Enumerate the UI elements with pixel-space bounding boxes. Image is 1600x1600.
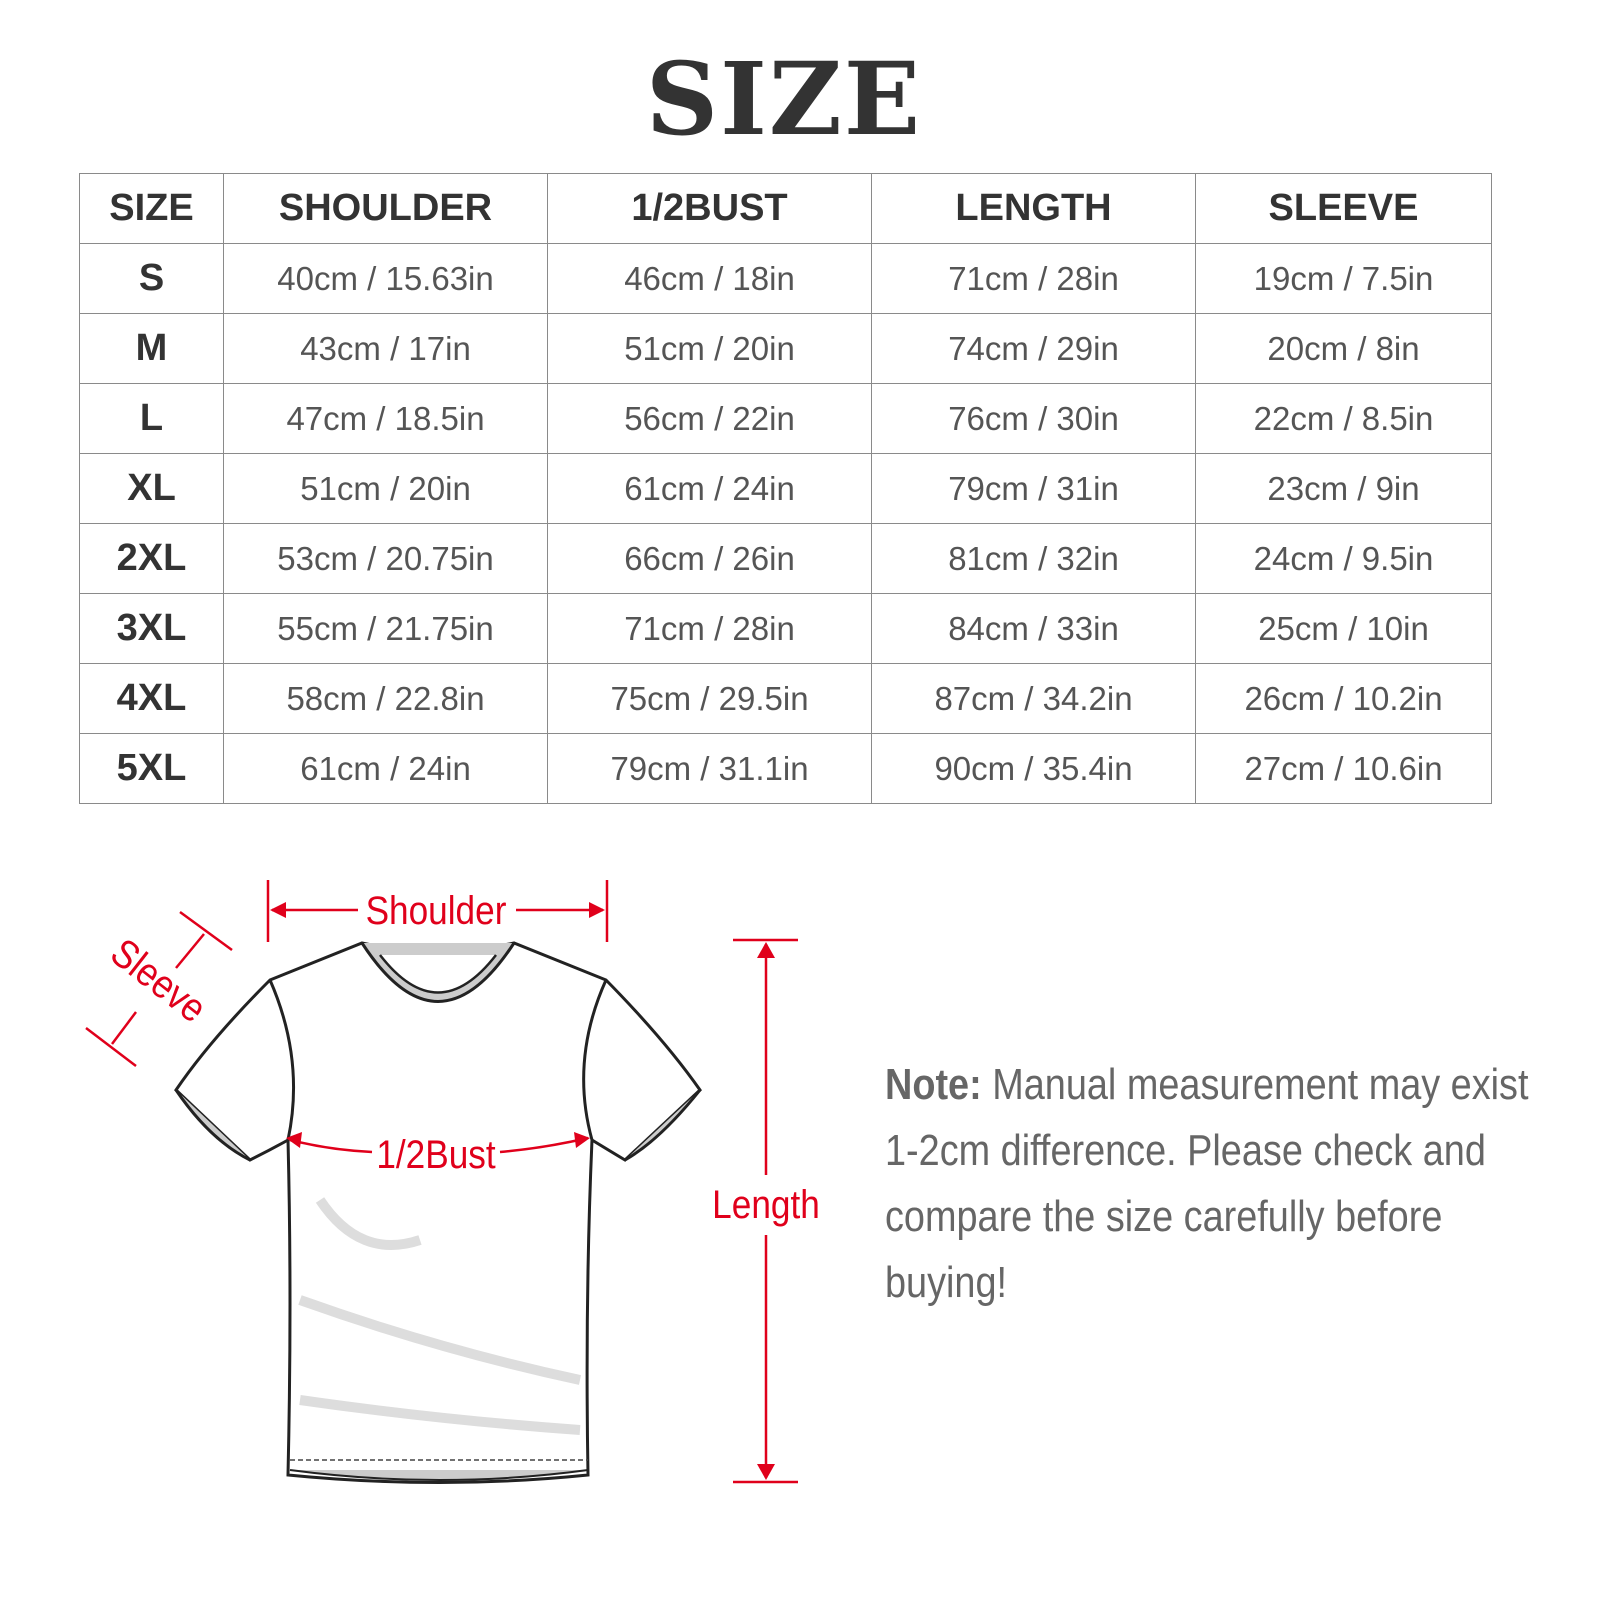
measurement-cell: 90cm / 35.4in (871, 733, 1196, 804)
measurement-cell: 20cm / 8in (1195, 313, 1492, 384)
size-cell: M (79, 313, 224, 384)
measurement-cell: 27cm / 10.6in (1195, 733, 1492, 804)
header-size: SIZE (79, 173, 224, 244)
measurement-cell: 24cm / 9.5in (1195, 523, 1492, 594)
measurement-cell: 87cm / 34.2in (871, 663, 1196, 734)
measurement-cell: 53cm / 20.75in (223, 523, 548, 594)
measurement-cell: 56cm / 22in (547, 383, 872, 454)
measurement-cell: 58cm / 22.8in (223, 663, 548, 734)
sleeve-label: Sleeve (103, 930, 215, 1031)
measurement-cell: 74cm / 29in (871, 313, 1196, 384)
measurement-cell: 46cm / 18in (547, 243, 872, 314)
measurement-cell: 71cm / 28in (871, 243, 1196, 314)
measurement-cell: 71cm / 28in (547, 593, 872, 664)
measurement-cell: 40cm / 15.63in (223, 243, 548, 314)
size-cell: 5XL (79, 733, 224, 804)
measurement-cell: 43cm / 17in (223, 313, 548, 384)
measurement-cell: 76cm / 30in (871, 383, 1196, 454)
measurement-cell: 79cm / 31.1in (547, 733, 872, 804)
measurement-note: Note: Manual measurement may exist 1-2cm… (885, 1052, 1539, 1316)
measurement-cell: 61cm / 24in (547, 453, 872, 524)
size-cell: L (79, 383, 224, 454)
measure-arrows (85, 880, 798, 1484)
measurement-cell: 23cm / 9in (1195, 453, 1492, 524)
measurement-cell: 75cm / 29.5in (547, 663, 872, 734)
header-length: LENGTH (871, 173, 1196, 244)
measurement-cell: 55cm / 21.75in (223, 593, 548, 664)
table-row: M 43cm / 17in 51cm / 20in 74cm / 29in 20cm /… (79, 313, 1492, 384)
table-row: 3XL 55cm / 21.75in 71cm / 28in 84cm / 33in 2… (79, 593, 1492, 664)
size-cell: 4XL (79, 663, 224, 734)
header-bust: 1/2BUST (547, 173, 872, 244)
measurement-cell: 61cm / 24in (223, 733, 548, 804)
measurement-cell: 25cm / 10in (1195, 593, 1492, 664)
shoulder-label: Shoulder (366, 888, 507, 933)
size-cell: 2XL (79, 523, 224, 594)
size-cell: XL (79, 453, 224, 524)
measurement-cell: 84cm / 33in (871, 593, 1196, 664)
size-cell: 3XL (79, 593, 224, 664)
measurement-cell: 47cm / 18.5in (223, 383, 548, 454)
tshirt-icon (174, 941, 702, 1484)
table-row: 4XL 58cm / 22.8in 75cm / 29.5in 87cm / 34.2… (79, 663, 1492, 734)
table-row: 5XL 61cm / 24in 79cm / 31.1in 90cm / 35.4in… (79, 733, 1492, 804)
table-header-row: SIZE SHOULDER 1/2BUST LENGTH SLEEVE (79, 173, 1492, 244)
measurement-cell: 26cm / 10.2in (1195, 663, 1492, 734)
table-row: L 47cm / 18.5in 56cm / 22in 76cm / 30in 22cm… (79, 383, 1492, 454)
table-row: S 40cm / 15.63in 46cm / 18in 71cm / 28in 19c… (79, 243, 1492, 314)
table-row: 2XL 53cm / 20.75in 66cm / 26in 81cm / 32in 2… (79, 523, 1492, 594)
tshirt-diagram: Shoulder Sleeve 1/2Bust Length (85, 880, 820, 1484)
measurement-cell: 66cm / 26in (547, 523, 872, 594)
measurement-cell: 51cm / 20in (223, 453, 548, 524)
measurement-cell: 22cm / 8.5in (1195, 383, 1492, 454)
note-label: Note: (885, 1060, 982, 1109)
page-title: SIZE (645, 40, 923, 158)
measurement-cell: 81cm / 32in (871, 523, 1196, 594)
measurement-cell: 51cm / 20in (547, 313, 872, 384)
header-sleeve: SLEEVE (1195, 173, 1492, 244)
size-chart-table: SIZE SHOULDER 1/2BUST LENGTH SLEEVE S 40c… (79, 173, 1492, 804)
header-shoulder: SHOULDER (223, 173, 548, 244)
table-row: XL 51cm / 20in 61cm / 24in 79cm / 31in 23cm … (79, 453, 1492, 524)
bust-label: 1/2Bust (376, 1132, 496, 1177)
size-cell: S (79, 243, 224, 314)
note-text: Manual measurement may exist 1-2cm diffe… (885, 1060, 1529, 1307)
length-label: Length (712, 1182, 820, 1227)
measurement-cell: 79cm / 31in (871, 453, 1196, 524)
measurement-cell: 19cm / 7.5in (1195, 243, 1492, 314)
